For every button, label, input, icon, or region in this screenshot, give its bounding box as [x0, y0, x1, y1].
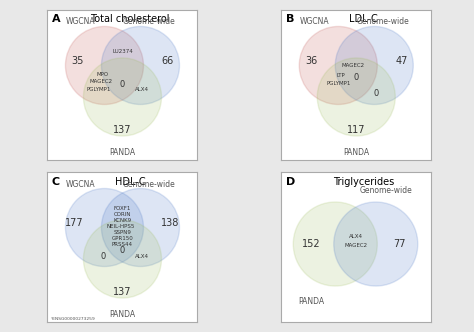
- Text: PGLYMP1: PGLYMP1: [326, 81, 350, 86]
- Circle shape: [83, 220, 162, 298]
- Text: WGCNA: WGCNA: [65, 180, 95, 189]
- Text: *ENSG00000273259: *ENSG00000273259: [50, 316, 95, 320]
- Text: ALX4: ALX4: [349, 234, 363, 239]
- Text: 35: 35: [71, 56, 83, 66]
- Text: PANDA: PANDA: [343, 148, 369, 157]
- Text: C: C: [52, 177, 60, 187]
- Text: 152: 152: [302, 239, 320, 249]
- Text: CORIN: CORIN: [114, 211, 131, 216]
- Text: PGLYMP1: PGLYMP1: [86, 87, 110, 92]
- Text: 117: 117: [347, 125, 365, 135]
- Text: 0: 0: [354, 73, 359, 82]
- Text: LTP: LTP: [337, 73, 346, 78]
- Text: 0: 0: [373, 90, 378, 99]
- Text: LDL-C: LDL-C: [349, 15, 378, 25]
- Text: 36: 36: [305, 56, 318, 66]
- Text: FOXF1: FOXF1: [114, 206, 131, 210]
- Text: 0: 0: [120, 80, 125, 90]
- Circle shape: [293, 202, 377, 286]
- Text: HDL-C: HDL-C: [115, 177, 145, 187]
- Text: WGCNA: WGCNA: [300, 18, 329, 27]
- Text: LU2374: LU2374: [112, 49, 133, 54]
- Circle shape: [101, 189, 180, 267]
- Text: PANDA: PANDA: [298, 296, 324, 305]
- Text: ALX4: ALX4: [135, 87, 149, 92]
- Circle shape: [83, 58, 162, 136]
- Text: Triglycerides: Triglycerides: [333, 177, 394, 187]
- Text: 77: 77: [393, 239, 406, 249]
- Circle shape: [65, 27, 144, 105]
- Text: MAGEC2: MAGEC2: [342, 63, 365, 68]
- Text: 138: 138: [161, 218, 180, 228]
- Circle shape: [299, 27, 377, 105]
- Text: Genome-wide: Genome-wide: [123, 18, 176, 27]
- Text: MAGEC2: MAGEC2: [345, 243, 368, 248]
- Text: WGCNA: WGCNA: [65, 18, 95, 27]
- Text: Genome-wide: Genome-wide: [123, 180, 176, 189]
- Circle shape: [335, 27, 413, 105]
- Text: PANDA: PANDA: [109, 310, 136, 319]
- Text: PRSS44: PRSS44: [112, 241, 133, 247]
- Text: MAGEC2: MAGEC2: [90, 79, 113, 84]
- Circle shape: [101, 27, 180, 105]
- Text: Total cholesterol: Total cholesterol: [90, 15, 170, 25]
- Circle shape: [317, 58, 395, 136]
- Text: B: B: [286, 15, 294, 25]
- Text: NEIL-HPS5: NEIL-HPS5: [107, 223, 135, 228]
- Text: GPR150: GPR150: [111, 235, 133, 240]
- Text: 47: 47: [395, 56, 408, 66]
- Text: 137: 137: [113, 125, 132, 135]
- Text: PANDA: PANDA: [109, 148, 136, 157]
- Text: Genome-wide: Genome-wide: [360, 186, 413, 195]
- Text: D: D: [286, 177, 295, 187]
- Text: 0: 0: [120, 246, 125, 255]
- Text: 177: 177: [65, 218, 84, 228]
- Text: 0: 0: [100, 252, 106, 261]
- Text: ALX4: ALX4: [135, 254, 149, 259]
- Text: 137: 137: [113, 287, 132, 297]
- Text: A: A: [52, 15, 61, 25]
- Circle shape: [65, 189, 144, 267]
- Text: Genome-wide: Genome-wide: [357, 18, 410, 27]
- Text: KCNK9: KCNK9: [113, 217, 131, 222]
- Text: MPO: MPO: [97, 72, 109, 77]
- Text: SSPN9: SSPN9: [114, 229, 131, 234]
- Text: 66: 66: [161, 56, 173, 66]
- Circle shape: [334, 202, 418, 286]
